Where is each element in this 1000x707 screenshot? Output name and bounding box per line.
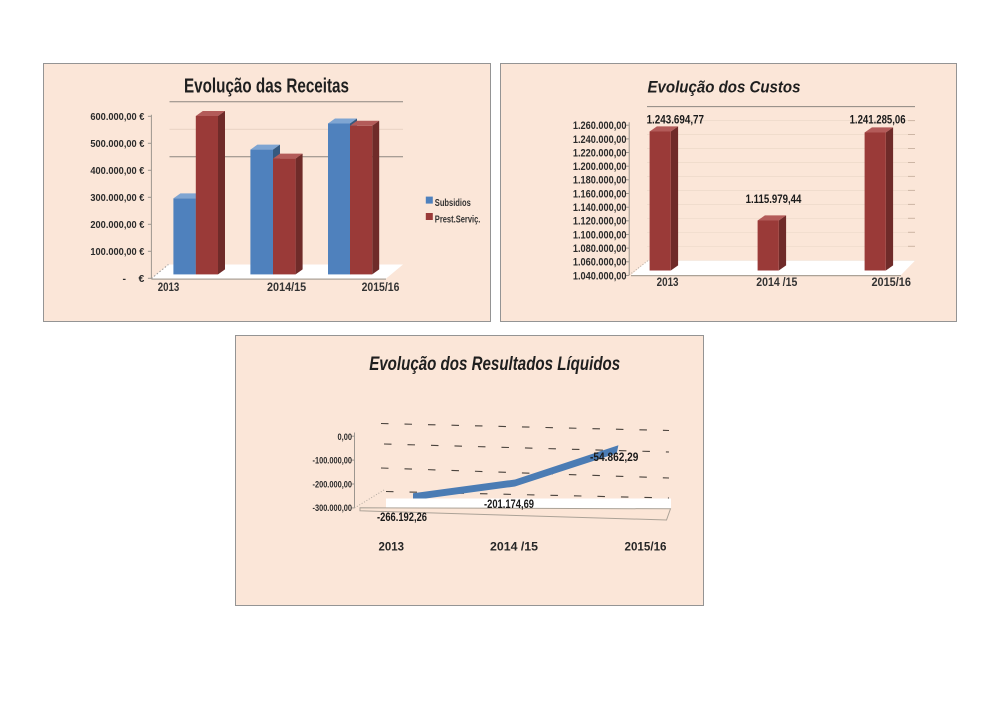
svg-text:1.220.000,00: 1.220.000,00 bbox=[573, 147, 627, 159]
svg-text:1.200.000,00: 1.200.000,00 bbox=[573, 161, 627, 173]
svg-text:0,00: 0,00 bbox=[338, 432, 353, 442]
svg-text:-54.862,29: -54.862,29 bbox=[590, 452, 638, 464]
svg-text:Evolução das Receitas: Evolução das Receitas bbox=[184, 76, 349, 98]
svg-text:1.160.000,00: 1.160.000,00 bbox=[573, 188, 627, 200]
svg-text:400.000,00 €: 400.000,00 € bbox=[90, 165, 144, 177]
svg-text:€: € bbox=[139, 273, 145, 285]
svg-text:1.060.000,00: 1.060.000,00 bbox=[573, 257, 627, 269]
svg-text:2015/16: 2015/16 bbox=[625, 540, 667, 554]
svg-text:2014/15: 2014/15 bbox=[267, 282, 307, 294]
svg-text:1.080.000,00: 1.080.000,00 bbox=[573, 243, 627, 255]
svg-text:2013: 2013 bbox=[379, 540, 405, 554]
svg-text:1.241.285,06: 1.241.285,06 bbox=[850, 115, 906, 127]
svg-text:200.000,00 €: 200.000,00 € bbox=[90, 219, 144, 231]
svg-text:-300.000,00: -300.000,00 bbox=[313, 503, 353, 513]
svg-text:1.100.000,00: 1.100.000,00 bbox=[573, 229, 627, 241]
svg-text:-200.000,00: -200.000,00 bbox=[313, 479, 353, 489]
svg-text:600.000,00 €: 600.000,00 € bbox=[90, 111, 144, 123]
svg-text:1.115.979,44: 1.115.979,44 bbox=[746, 194, 802, 206]
svg-text:2013: 2013 bbox=[158, 282, 180, 294]
svg-text:-100.000,00: -100.000,00 bbox=[313, 455, 353, 465]
svg-text:1.240.000,00: 1.240.000,00 bbox=[573, 134, 627, 146]
svg-text:1.140.000,00: 1.140.000,00 bbox=[573, 202, 627, 214]
svg-text:-266.192,26: -266.192,26 bbox=[377, 512, 427, 524]
svg-text:2013: 2013 bbox=[657, 277, 679, 289]
svg-text:1.120.000,00: 1.120.000,00 bbox=[573, 216, 627, 228]
svg-text:1.243.694,77: 1.243.694,77 bbox=[647, 115, 704, 127]
svg-text:100.000,00 €: 100.000,00 € bbox=[90, 246, 144, 258]
svg-text:300.000,00 €: 300.000,00 € bbox=[90, 192, 144, 204]
svg-text:500.000,00 €: 500.000,00 € bbox=[90, 138, 144, 150]
svg-text:2015/16: 2015/16 bbox=[362, 282, 400, 294]
svg-text:1.040.000,00: 1.040.000,00 bbox=[573, 270, 627, 282]
svg-text:Evolução dos Custos: Evolução dos Custos bbox=[648, 77, 801, 96]
svg-text:-: - bbox=[123, 273, 127, 285]
svg-text:Prest.Serviç.: Prest.Serviç. bbox=[435, 215, 481, 226]
svg-text:2015/16: 2015/16 bbox=[871, 277, 911, 289]
svg-text:Evolução dos Resultados Líquid: Evolução dos Resultados Líquidos bbox=[369, 354, 620, 375]
svg-text:-201.174,69: -201.174,69 bbox=[484, 499, 534, 511]
svg-text:Subsidios: Subsidios bbox=[435, 198, 471, 209]
svg-text:1.260.000,00: 1.260.000,00 bbox=[573, 120, 627, 132]
svg-text:2014 /15: 2014 /15 bbox=[490, 540, 538, 554]
svg-text:2014 /15: 2014 /15 bbox=[756, 277, 798, 289]
svg-text:1.180.000,00: 1.180.000,00 bbox=[573, 175, 627, 187]
